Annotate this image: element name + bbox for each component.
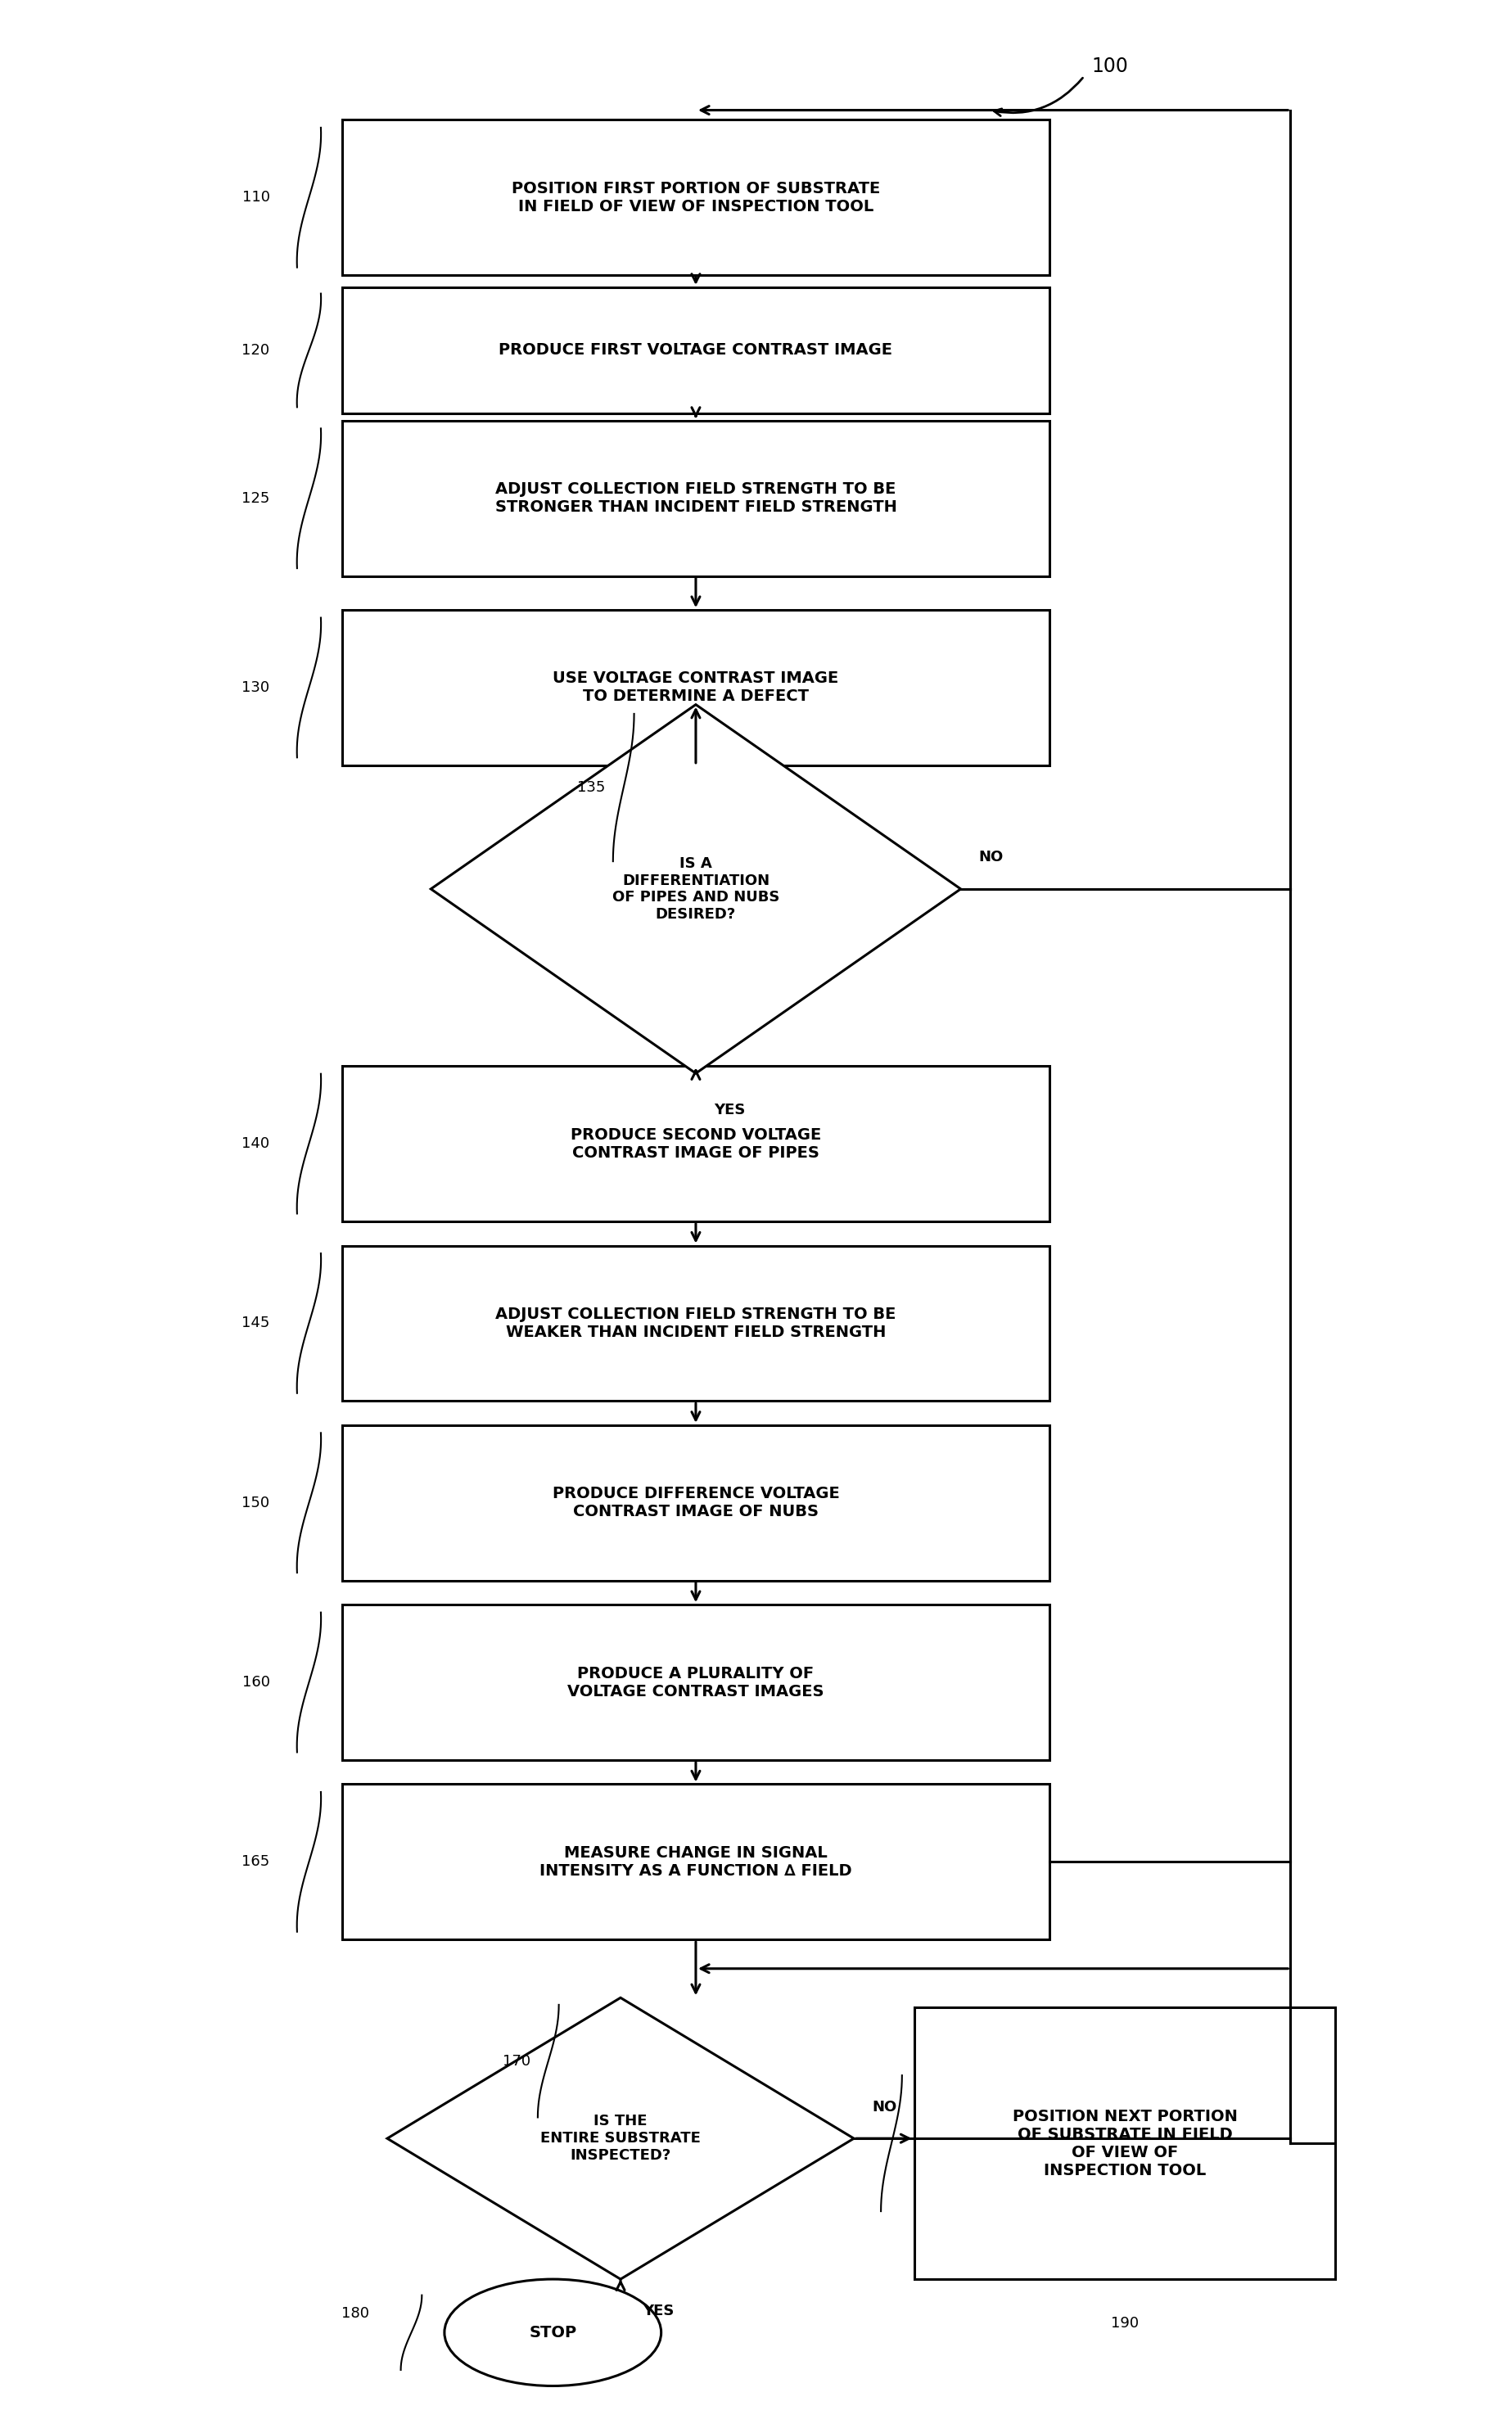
- Bar: [342, 611, 1049, 766]
- Bar: [342, 287, 1049, 414]
- Text: 120: 120: [242, 343, 269, 358]
- Text: YES: YES: [714, 1102, 745, 1117]
- Text: 100: 100: [1092, 56, 1128, 75]
- Text: USE VOLTAGE CONTRAST IMAGE
TO DETERMINE A DEFECT: USE VOLTAGE CONTRAST IMAGE TO DETERMINE …: [553, 672, 839, 706]
- Text: 150: 150: [242, 1496, 269, 1511]
- Text: POSITION NEXT PORTION
OF SUBSTRATE IN FIELD
OF VIEW OF
INSPECTION TOOL: POSITION NEXT PORTION OF SUBSTRATE IN FI…: [1012, 2109, 1237, 2178]
- Text: 140: 140: [242, 1136, 269, 1151]
- Bar: [342, 119, 1049, 275]
- Text: 135: 135: [578, 781, 605, 796]
- Text: 130: 130: [242, 681, 269, 696]
- Bar: [915, 2007, 1335, 2280]
- Text: 125: 125: [242, 491, 269, 506]
- Bar: [342, 1426, 1049, 1581]
- Text: 190: 190: [1111, 2316, 1139, 2331]
- Text: 160: 160: [242, 1674, 269, 1689]
- Ellipse shape: [445, 2280, 661, 2387]
- Bar: [342, 1783, 1049, 1939]
- Bar: [342, 1066, 1049, 1221]
- Text: ADJUST COLLECTION FIELD STRENGTH TO BE
WEAKER THAN INCIDENT FIELD STRENGTH: ADJUST COLLECTION FIELD STRENGTH TO BE W…: [496, 1307, 897, 1341]
- Bar: [342, 1606, 1049, 1759]
- Text: YES: YES: [643, 2304, 674, 2319]
- Text: 170: 170: [502, 2053, 531, 2068]
- Polygon shape: [431, 706, 960, 1073]
- Bar: [342, 1246, 1049, 1401]
- Text: 165: 165: [242, 1854, 269, 1869]
- Bar: [342, 421, 1049, 577]
- Text: ADJUST COLLECTION FIELD STRENGTH TO BE
STRONGER THAN INCIDENT FIELD STRENGTH: ADJUST COLLECTION FIELD STRENGTH TO BE S…: [494, 482, 897, 516]
- Text: NO: NO: [978, 849, 1004, 864]
- Text: PRODUCE SECOND VOLTAGE
CONTRAST IMAGE OF PIPES: PRODUCE SECOND VOLTAGE CONTRAST IMAGE OF…: [570, 1126, 821, 1161]
- Text: STOP: STOP: [529, 2326, 576, 2341]
- Text: IS A
DIFFERENTIATION
OF PIPES AND NUBS
DESIRED?: IS A DIFFERENTIATION OF PIPES AND NUBS D…: [612, 856, 780, 922]
- Text: PRODUCE DIFFERENCE VOLTAGE
CONTRAST IMAGE OF NUBS: PRODUCE DIFFERENCE VOLTAGE CONTRAST IMAG…: [552, 1487, 839, 1521]
- Polygon shape: [387, 1997, 854, 2280]
- Text: 145: 145: [242, 1316, 269, 1331]
- Text: MEASURE CHANGE IN SIGNAL
INTENSITY AS A FUNCTION ∆ FIELD: MEASURE CHANGE IN SIGNAL INTENSITY AS A …: [540, 1844, 851, 1878]
- Text: 110: 110: [242, 190, 269, 204]
- Text: 180: 180: [342, 2306, 369, 2321]
- Text: IS THE
ENTIRE SUBSTRATE
INSPECTED?: IS THE ENTIRE SUBSTRATE INSPECTED?: [540, 2114, 700, 2163]
- Text: NO: NO: [872, 2100, 897, 2114]
- Text: POSITION FIRST PORTION OF SUBSTRATE
IN FIELD OF VIEW OF INSPECTION TOOL: POSITION FIRST PORTION OF SUBSTRATE IN F…: [511, 180, 880, 214]
- Text: PRODUCE FIRST VOLTAGE CONTRAST IMAGE: PRODUCE FIRST VOLTAGE CONTRAST IMAGE: [499, 343, 892, 358]
- Text: PRODUCE A PLURALITY OF
VOLTAGE CONTRAST IMAGES: PRODUCE A PLURALITY OF VOLTAGE CONTRAST …: [567, 1667, 824, 1698]
